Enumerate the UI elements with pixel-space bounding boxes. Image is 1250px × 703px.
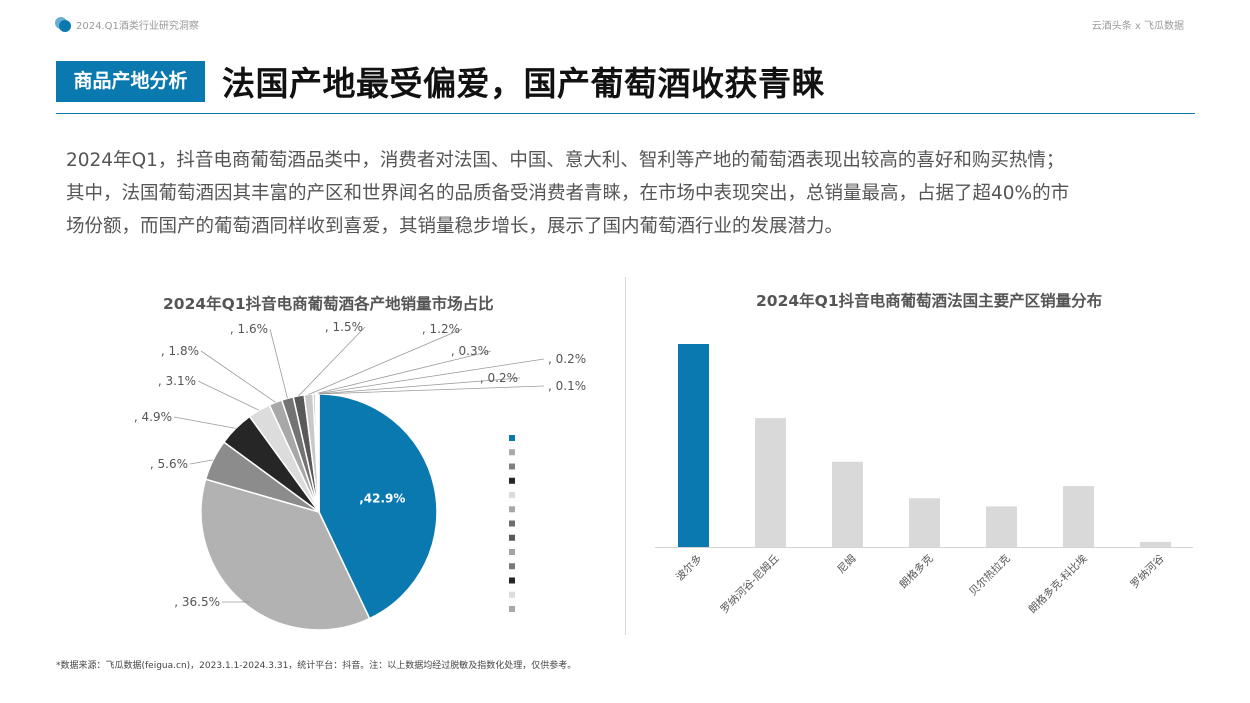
pie-data-label: , 0.2% (480, 371, 518, 385)
pie-leader-line (308, 328, 463, 395)
pie-data-label: , 1.6% (230, 322, 268, 336)
report-title: 2024.Q1酒类行业研究洞察 (76, 21, 199, 32)
pie-leader-line (318, 385, 545, 395)
pie-data-label: , 1.2% (422, 322, 460, 336)
x-tick-label: 罗纳河谷 (1128, 552, 1167, 591)
summary-text: 2024年Q1，抖音电商葡萄酒品类中，消费者对法国、中国、意大利、智利等产地的葡… (66, 144, 1196, 243)
legend-marker (509, 591, 515, 598)
pie-data-label: , 3.1% (158, 374, 196, 388)
legend-marker (509, 492, 515, 498)
summary-line-1: 2024年Q1，抖音电商葡萄酒品类中，消费者对法国、中国、意大利、智利等产地的葡… (66, 150, 1065, 171)
pie-leader-line (314, 350, 492, 395)
title-underline (56, 113, 1195, 114)
pie-data-label: , 5.6% (150, 457, 188, 471)
bar (832, 461, 863, 547)
pie-data-label: , 36.5% (174, 595, 220, 609)
pie-data-label: , 4.9% (134, 410, 172, 424)
bar (1140, 541, 1171, 547)
x-tick-label: 波尔多 (673, 552, 704, 583)
bar (986, 506, 1017, 547)
footnote: *数据来源：飞瓜数据(feigua.cn)，2023.1.1-2024.3.31… (56, 661, 577, 671)
pie-leader-line (269, 328, 288, 399)
x-tick-label: 贝尔热拉克 (966, 552, 1013, 599)
pie-data-label: , 1.5% (325, 320, 363, 334)
pie-chart-title: 2024年Q1抖音电商葡萄酒各产地销量市场占比 (163, 295, 494, 313)
pie-leader-line (197, 380, 260, 411)
pie-leader-line (298, 326, 366, 397)
legend-marker (509, 563, 515, 570)
summary-line-2: 其中，法国葡萄酒因其丰富的产区和世界闻名的品质备受消费者青睐，在市场中表现突出，… (66, 183, 1070, 204)
pie-chart: ,42.9% , 36.5% , 5.6% , 4.9% , 3.1% , 1.8% , 1… (134, 320, 586, 631)
legend-marker (509, 463, 515, 470)
section-badge: 商品产地分析 (56, 61, 205, 102)
logo-icon (55, 17, 71, 32)
bar-chart-title: 2024年Q1抖音电商葡萄酒法国主要产区销量分布 (756, 292, 1103, 310)
x-tick-label: 朗格多克 (897, 552, 936, 591)
pie-data-label: , 1.8% (161, 344, 199, 358)
legend-marker (509, 506, 515, 513)
pie-leader-line (200, 350, 276, 403)
pie-leader-line (317, 377, 521, 395)
legend-marker (509, 435, 515, 441)
legend-marker (509, 520, 515, 527)
legend-marker (509, 577, 515, 584)
pie-slice (318, 393, 438, 620)
legend-marker (509, 534, 515, 541)
bar (678, 344, 709, 547)
pie-data-label: , 0.1% (548, 379, 586, 393)
top-bar: 2024.Q1酒类行业研究洞察 云酒头条 x 飞瓜数据 (0, 0, 1250, 40)
pie-leader-line (189, 459, 214, 465)
pie-data-label: , 0.3% (451, 344, 489, 358)
legend-marker (509, 477, 515, 484)
pie-leader-line (315, 358, 545, 395)
legend-marker (509, 449, 515, 456)
chart-divider (625, 277, 626, 635)
legend-marker (509, 549, 515, 555)
pie-leader-line (173, 416, 236, 429)
bar (755, 418, 786, 547)
legend-marker (509, 606, 515, 612)
x-tick-label: 尼姆 (835, 552, 859, 576)
x-tick-label: 朗格多克-科比埃 (1026, 552, 1090, 616)
bar (909, 498, 940, 547)
pie-data-label: ,42.9% (359, 492, 405, 506)
page-title: 法国产地最受偏爱，国产葡萄酒收获青睐 (222, 64, 825, 103)
bar (1063, 486, 1094, 547)
brand-label: 云酒头条 x 飞瓜数据 (1091, 21, 1184, 32)
summary-line-3: 场份额，而国产的葡萄酒同样收到喜爱，其销量稳步增长，展示了国内葡萄酒行业的发展潜… (66, 216, 844, 237)
x-tick-label: 罗纳河谷-尼姆丘 (718, 552, 782, 616)
pie-data-label: , 0.2% (548, 352, 586, 366)
